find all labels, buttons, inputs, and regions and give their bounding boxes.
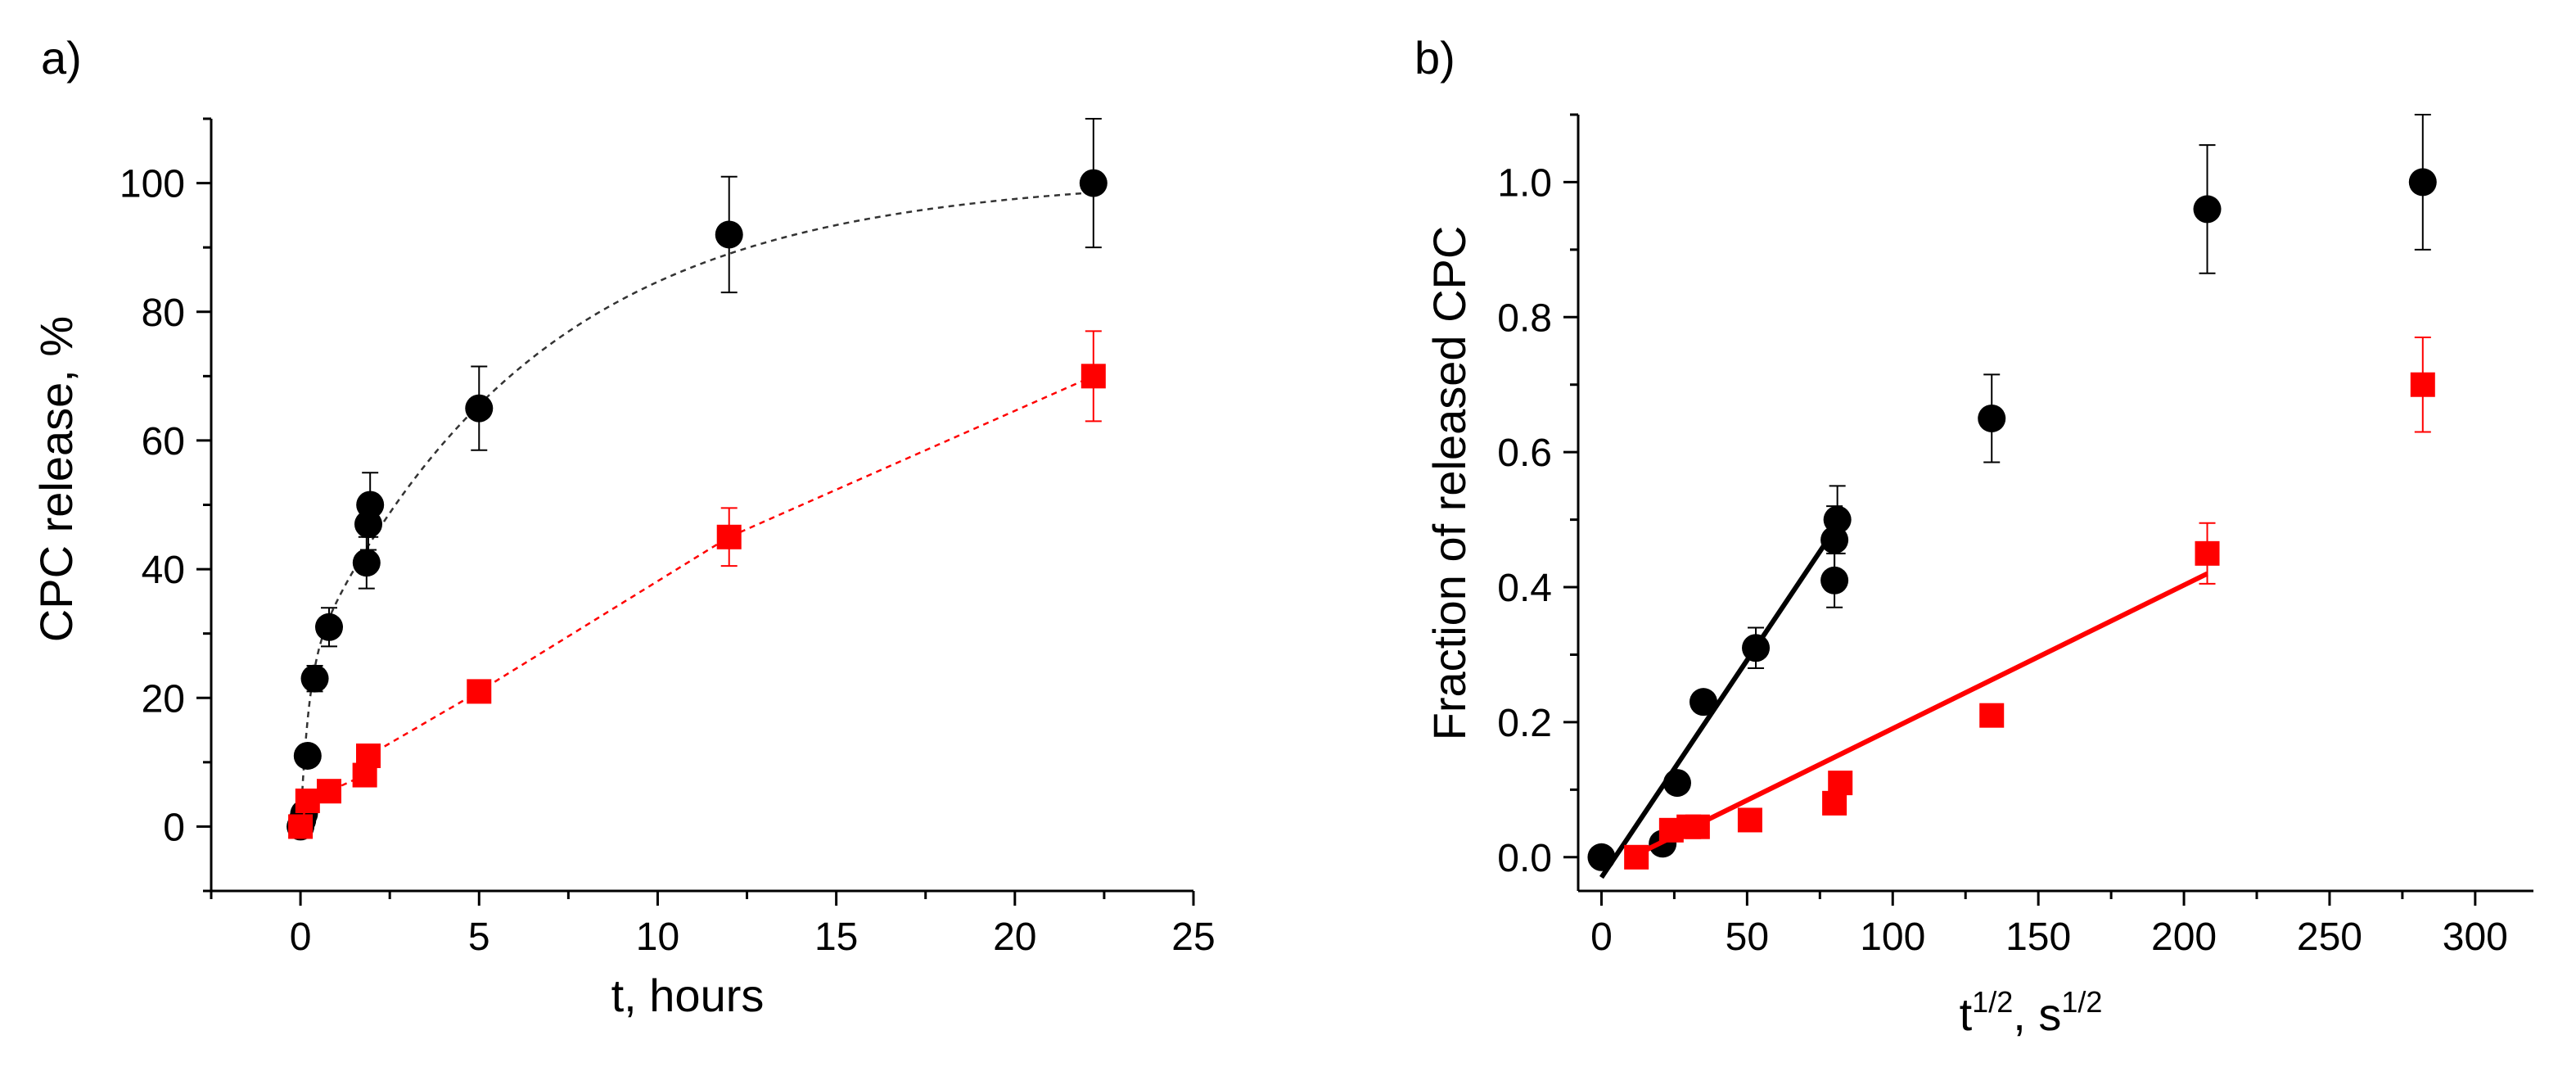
panel-b-x-tick-label: 250 <box>2297 916 2362 959</box>
panel-b-y-tick-label: 1.0 <box>1497 161 1552 205</box>
panel-a-black-point <box>715 220 743 249</box>
panel-b-red-point <box>1685 814 1710 839</box>
panel-a-red-point <box>1080 364 1106 389</box>
panel-b-y-tick-label: 0.2 <box>1497 702 1552 745</box>
panel-a-label: a) <box>41 32 82 84</box>
panel-b-black-point <box>1689 688 1717 717</box>
panel-b-black-fit-line <box>1599 528 1837 879</box>
panel-b-black-point <box>1820 566 1849 595</box>
panel-b-black-point <box>1662 769 1691 798</box>
panel-a-black-point <box>465 394 494 423</box>
panel-a-black-point <box>315 613 343 641</box>
panel-b-black-point <box>2193 195 2222 224</box>
panel-a-y-tick-label: 100 <box>120 163 185 206</box>
panel-b: b) Fraction of released CPC t1/2, s1/2 0… <box>1414 32 2533 1040</box>
panel-a-y-tick-label: 80 <box>142 292 185 335</box>
panel-b-x-axis-label-sup1: 1/2 <box>1972 985 2013 1019</box>
panel-a-x-tick-label: 0 <box>290 916 312 959</box>
panel-b-x-axis-label-base: t <box>1960 988 1973 1040</box>
panel-a-red-point <box>356 743 381 768</box>
panel-a-black-point <box>356 491 385 519</box>
panel-b-label: b) <box>1414 32 1455 84</box>
panel-a-red-point <box>288 814 314 839</box>
panel-b-red-point <box>1737 807 1762 833</box>
panel-b-x-axis-label: t1/2, s1/2 <box>1960 985 2103 1040</box>
panel-b-black-point <box>2408 168 2437 197</box>
panel-b-black-point <box>1587 843 1616 871</box>
panel-a-red-point <box>295 788 320 813</box>
panel-a-x-tick-label: 10 <box>636 916 679 959</box>
panel-a-y-tick-label: 60 <box>142 420 185 463</box>
panel-a-y-tick-label: 40 <box>142 549 185 592</box>
panel-b-red-point <box>1828 771 1853 796</box>
panel-a-x-tick-label: 25 <box>1171 916 1215 959</box>
panel-a-x-tick-label: 5 <box>468 916 490 959</box>
panel-b-x-axis-label-mid: , s <box>2013 988 2061 1040</box>
panel-b-y-tick-label: 0.6 <box>1497 432 1552 475</box>
panel-a-black-point <box>1079 169 1108 197</box>
panel-a-red-fit-curve <box>299 375 1094 827</box>
panel-a-y-axis-label: CPC release, % <box>30 316 82 642</box>
panel-b-red-point <box>1979 703 2005 728</box>
panel-a-black-fit-curve <box>301 192 1090 792</box>
panel-a-x-axis-label: t, hours <box>611 970 765 1021</box>
panel-a-black-point <box>293 741 322 770</box>
panel-a-red-point <box>317 779 341 804</box>
panel-b-black-point <box>1742 634 1771 662</box>
panel-b-red-fit-line <box>1644 571 2208 853</box>
panel-b-red-point <box>1624 844 1649 870</box>
panel-a-black-point <box>352 549 381 577</box>
panel-b-red-point <box>2195 540 2220 566</box>
panel-b-x-axis-label-sup2: 1/2 <box>2061 985 2102 1019</box>
panel-b-x-tick-label: 300 <box>2443 916 2508 959</box>
panel-b-black-point <box>1978 404 2006 432</box>
panel-b-x-tick-label: 100 <box>1860 916 1925 959</box>
panel-a-red-point <box>716 524 742 549</box>
panel-b-black-point <box>1823 505 1852 534</box>
panel-b-y-tick-label: 0.4 <box>1497 567 1552 610</box>
panel-b-x-tick-label: 150 <box>2005 916 2071 959</box>
panel-b-x-tick-label: 50 <box>1726 916 1769 959</box>
panel-b-x-tick-label: 200 <box>2151 916 2217 959</box>
panel-b-plot-area: 0 50 100 150 200 250 300 0.0 0.2 0.4 0.6 0.8 1.0 <box>1497 113 2533 959</box>
panel-a-x-tick-label: 20 <box>993 916 1036 959</box>
panel-a-plot-area: 0 5 10 15 20 25 0 20 40 60 80 100 <box>120 117 1216 959</box>
panel-b-red-point <box>2410 372 2435 397</box>
panel-a: a) CPC release, % t, hours 0 5 10 15 20 25 0 20… <box>30 32 1216 1021</box>
panel-a-y-tick-label: 20 <box>142 677 185 721</box>
panel-b-x-tick-label: 0 <box>1590 916 1613 959</box>
panel-b-y-axis-label: Fraction of released CPC <box>1423 226 1475 741</box>
panel-a-x-tick-label: 15 <box>814 916 858 959</box>
panel-b-y-tick-label: 0.0 <box>1497 837 1552 880</box>
panel-a-y-tick-label: 0 <box>163 806 185 849</box>
panel-a-red-point <box>467 679 492 704</box>
panel-b-y-tick-label: 0.8 <box>1497 296 1552 340</box>
panel-a-black-point <box>300 664 329 693</box>
